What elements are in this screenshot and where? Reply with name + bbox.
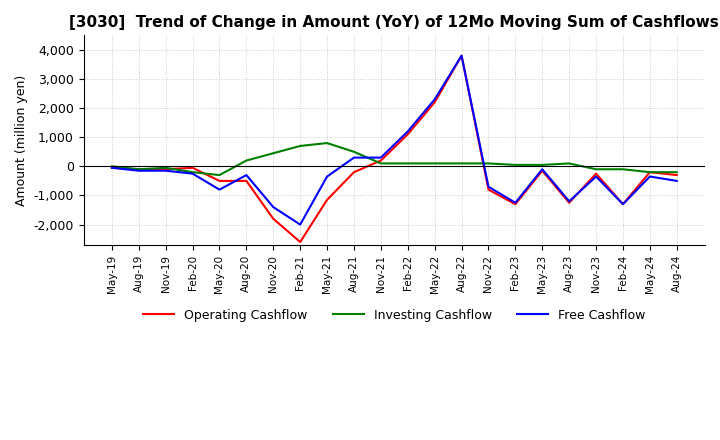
Investing Cashflow [323, 140, 331, 146]
Free Cashflow [457, 53, 466, 59]
Investing Cashflow [188, 169, 197, 175]
Free Cashflow [107, 165, 116, 170]
Operating Cashflow [457, 53, 466, 59]
Operating Cashflow [135, 167, 143, 172]
Investing Cashflow [135, 167, 143, 172]
Free Cashflow [242, 172, 251, 178]
Legend: Operating Cashflow, Investing Cashflow, Free Cashflow: Operating Cashflow, Investing Cashflow, … [138, 304, 651, 327]
Free Cashflow [592, 174, 600, 179]
Operating Cashflow [431, 99, 439, 105]
Free Cashflow [188, 171, 197, 176]
Operating Cashflow [188, 165, 197, 170]
Free Cashflow [377, 155, 385, 160]
Investing Cashflow [646, 169, 654, 175]
Operating Cashflow [107, 165, 116, 170]
Operating Cashflow [215, 178, 224, 183]
Investing Cashflow [107, 164, 116, 169]
Investing Cashflow [565, 161, 574, 166]
Investing Cashflow [511, 162, 520, 168]
Operating Cashflow [672, 172, 681, 178]
Operating Cashflow [484, 187, 492, 192]
Investing Cashflow [618, 167, 627, 172]
Free Cashflow [215, 187, 224, 192]
Operating Cashflow [161, 167, 170, 172]
Investing Cashflow [431, 161, 439, 166]
Free Cashflow [565, 198, 574, 204]
Y-axis label: Amount (million yen): Amount (million yen) [15, 74, 28, 206]
Investing Cashflow [296, 143, 305, 149]
Investing Cashflow [672, 169, 681, 175]
Investing Cashflow [269, 150, 278, 156]
Investing Cashflow [377, 161, 385, 166]
Line: Free Cashflow: Free Cashflow [112, 56, 677, 224]
Line: Operating Cashflow: Operating Cashflow [112, 56, 677, 242]
Free Cashflow [672, 178, 681, 183]
Operating Cashflow [377, 158, 385, 163]
Line: Investing Cashflow: Investing Cashflow [112, 143, 677, 175]
Free Cashflow [646, 174, 654, 179]
Investing Cashflow [161, 165, 170, 170]
Investing Cashflow [350, 149, 359, 154]
Investing Cashflow [457, 161, 466, 166]
Operating Cashflow [511, 202, 520, 207]
Free Cashflow [296, 222, 305, 227]
Investing Cashflow [215, 172, 224, 178]
Operating Cashflow [538, 168, 546, 173]
Operating Cashflow [618, 202, 627, 207]
Investing Cashflow [592, 167, 600, 172]
Operating Cashflow [323, 197, 331, 202]
Operating Cashflow [646, 169, 654, 175]
Free Cashflow [269, 205, 278, 210]
Operating Cashflow [242, 178, 251, 183]
Free Cashflow [431, 97, 439, 102]
Free Cashflow [403, 129, 412, 134]
Free Cashflow [484, 184, 492, 189]
Operating Cashflow [403, 132, 412, 137]
Free Cashflow [538, 167, 546, 172]
Investing Cashflow [538, 162, 546, 168]
Free Cashflow [511, 200, 520, 205]
Operating Cashflow [296, 239, 305, 245]
Operating Cashflow [269, 216, 278, 221]
Title: [3030]  Trend of Change in Amount (YoY) of 12Mo Moving Sum of Cashflows: [3030] Trend of Change in Amount (YoY) o… [69, 15, 719, 30]
Free Cashflow [323, 174, 331, 179]
Investing Cashflow [403, 161, 412, 166]
Investing Cashflow [242, 158, 251, 163]
Investing Cashflow [484, 161, 492, 166]
Free Cashflow [350, 155, 359, 160]
Operating Cashflow [350, 169, 359, 175]
Free Cashflow [161, 168, 170, 173]
Operating Cashflow [565, 200, 574, 205]
Free Cashflow [135, 168, 143, 173]
Free Cashflow [618, 202, 627, 207]
Operating Cashflow [592, 171, 600, 176]
